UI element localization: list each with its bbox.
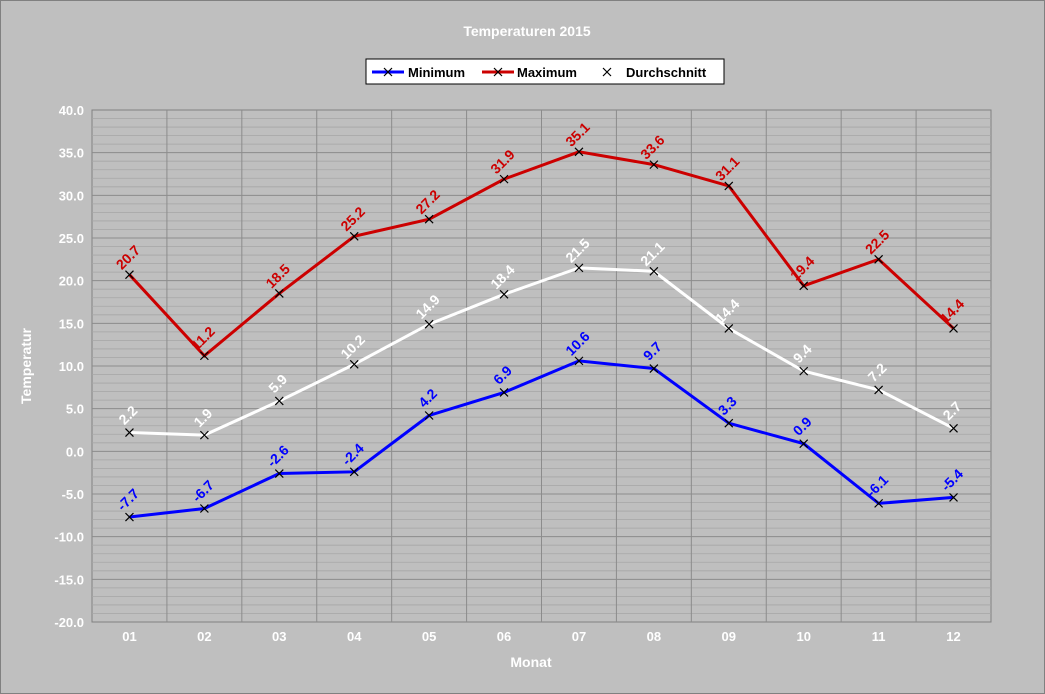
x-tick-label: 12 [946,629,960,644]
y-tick-label: 5.0 [66,402,84,417]
data-point-minimum [574,356,584,366]
x-tick-label: 01 [122,629,136,644]
data-point-durchschnitt [649,266,659,276]
data-point-durchschnitt [874,385,884,395]
data-point-durchschnitt [724,324,734,333]
data-point-durchschnitt [125,428,134,437]
x-tick-label: 08 [647,629,661,644]
data-point-maximum [799,281,809,291]
data-point-durchschnitt [274,396,284,406]
chart-title: Temperaturen 2015 [463,23,591,39]
data-point-maximum [874,254,884,264]
y-tick-label: 40.0 [59,103,84,118]
x-tick-label: 11 [872,629,886,644]
legend-item-durchschnitt: Durchschnitt [591,65,707,80]
x-axis-ticks: 01 02 03 04 05 06 07 08 09 10 11 12 [122,629,961,644]
series [125,147,958,522]
y-axis-ticks: 40.0 35.0 30.0 25.0 20.0 15.0 10.0 5.0 0.0 -5.0 -1… [54,103,84,630]
x-tick-label: 10 [796,629,810,644]
data-point-minimum [125,512,134,522]
legend-item-maximum: Maximum [482,65,577,80]
grid [92,110,991,622]
data-point-minimum [799,439,809,449]
x-tick-label: 06 [497,629,511,644]
data-point-minimum [349,467,359,477]
data-point-minimum [199,504,209,513]
legend-box [365,58,725,85]
data-point-minimum [424,411,434,420]
data-point-minimum [874,498,884,508]
data-point-minimum [724,418,734,428]
data-point-minimum [949,492,958,502]
series-line-durchschnitt [129,266,955,437]
data-point-durchschnitt [799,366,809,376]
y-tick-label: -10.0 [54,530,84,545]
y-tick-label: -5.0 [62,487,84,502]
data-point-durchschnitt [574,263,584,273]
data-point-maximum [424,214,434,224]
x-tick-label: 05 [422,629,436,644]
series-line-maximum [128,150,955,358]
data-point-maximum [949,324,958,333]
x-axis-title: Monat [510,654,552,670]
data-point-minimum [499,388,509,397]
y-tick-label: -20.0 [54,615,84,630]
y-tick-label: -15.0 [54,572,84,587]
legend-label-minimum: Minimum [408,65,465,80]
data-point-maximum [349,231,359,241]
x-tick-label: 04 [347,629,362,644]
data-point-maximum [125,270,134,280]
legend-marker-minimum [383,67,393,77]
data-point-durchschnitt [949,423,958,433]
x-tick-label: 09 [722,629,736,644]
x-tick-label: 02 [197,629,211,644]
data-point-durchschnitt [199,430,209,440]
data-point-maximum [199,351,209,361]
data-point-maximum [274,289,284,298]
data-point-durchschnitt [424,319,434,329]
legend-label-durchschnitt: Durchschnitt [626,65,707,80]
y-tick-label: 10.0 [59,359,84,374]
data-point-minimum [649,364,659,373]
y-tick-label: 0.0 [66,444,84,459]
data-point-durchschnitt [349,359,359,369]
y-tick-label: 35.0 [59,146,84,161]
data-point-durchschnitt [499,289,509,299]
y-tick-label: 30.0 [59,188,84,203]
x-tick-label: 07 [572,629,586,644]
y-tick-label: 20.0 [59,274,84,289]
x-tick-label: 03 [272,629,286,644]
data-point-minimum [274,469,284,478]
y-axis-title: Temperatur [18,327,34,404]
y-tick-label: 25.0 [59,231,84,246]
y-tick-label: 15.0 [59,316,84,331]
series-line-minimum [129,359,954,519]
legend-label-maximum: Maximum [517,65,577,80]
data-point-maximum [649,160,659,170]
data-point-maximum [574,147,584,157]
legend-marker-durchschnitt [602,67,612,77]
legend-item-minimum: Minimum [372,65,465,80]
data-point-maximum [499,174,509,184]
legend: Minimum Maximum Durchschnitt [365,58,725,85]
legend-marker-maximum [493,67,503,77]
data-point-maximum [724,181,734,191]
